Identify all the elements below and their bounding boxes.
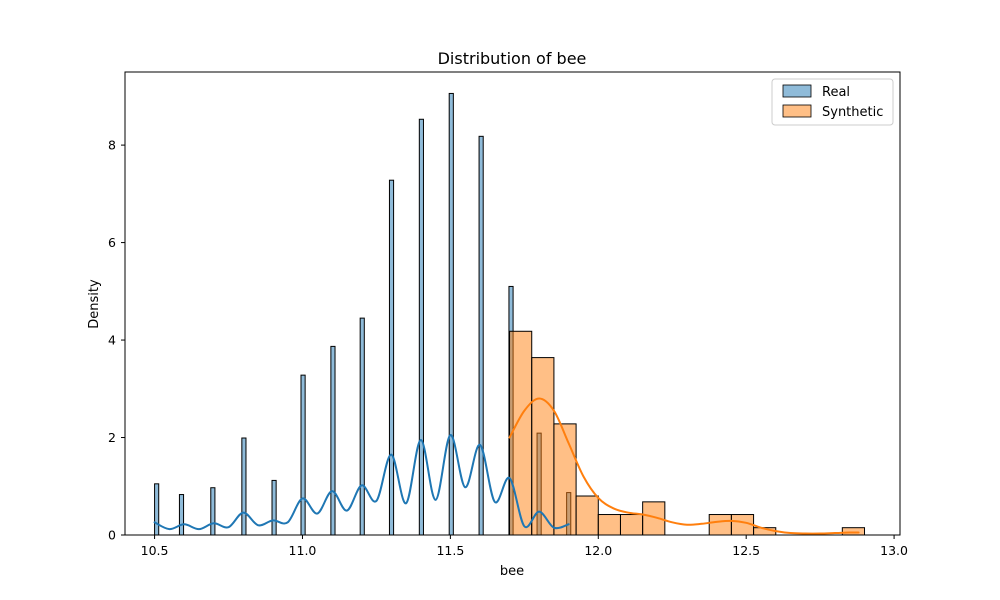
- legend-label-synthetic: Synthetic: [822, 105, 883, 120]
- synthetic-histogram-bar-3: [575, 495, 599, 536]
- real-histogram-bar-1: [178, 494, 185, 536]
- legend-swatch-synthetic: [782, 104, 812, 118]
- real-histogram-bar-5: [300, 374, 306, 536]
- synthetic-histogram-bar-15: [841, 527, 866, 536]
- synthetic-histogram-bar-9: [708, 514, 732, 536]
- real-histogram-bar-11: [478, 135, 484, 536]
- synthetic-kde-line: [508, 397, 860, 535]
- real-histogram-bar-6: [330, 345, 336, 536]
- plot-frame: [124, 71, 901, 536]
- y-tick-label-2: 4: [108, 333, 116, 348]
- legend: Real Synthetic: [771, 78, 894, 126]
- x-tick-label-1: 11.0: [289, 543, 317, 558]
- x-axis: 10.5 11.0 11.5 12.0 12.5 13.0: [141, 535, 908, 558]
- y-tick-label-1: 2: [108, 430, 116, 445]
- x-tick-label-5: 13.0: [880, 543, 908, 558]
- kde-lines-group: [153, 397, 860, 535]
- y-axis-label: Density: [87, 279, 102, 329]
- x-tick-label-3: 12.0: [584, 543, 612, 558]
- real-histogram-bar-0: [154, 483, 160, 536]
- y-tick-label-3: 6: [108, 235, 116, 250]
- x-tick-label-4: 12.5: [732, 543, 760, 558]
- y-tick-label-4: 8: [108, 138, 116, 153]
- x-tick-label-0: 10.5: [141, 543, 169, 558]
- chart-title: Distribution of bee: [438, 49, 587, 68]
- legend-label-real: Real: [822, 85, 850, 100]
- y-tick-label-0: 0: [108, 528, 116, 543]
- x-tick-label-2: 11.5: [436, 543, 464, 558]
- real-histogram-bar-2: [210, 487, 216, 536]
- real-histogram-bar-10: [448, 92, 454, 536]
- real-histogram-bar-8: [388, 179, 395, 536]
- synthetic-histogram-bar-2: [553, 423, 577, 536]
- y-axis: 0 2 4 6 8: [108, 138, 125, 543]
- x-axis-label: bee: [500, 564, 524, 579]
- real-histogram-bar-3: [241, 437, 247, 536]
- synthetic-histogram-bar-4: [597, 514, 621, 536]
- synthetic-histogram-bar-1: [531, 357, 555, 536]
- real-histogram-bar-4: [271, 479, 277, 536]
- legend-swatch-real: [782, 84, 812, 98]
- real-kde-line: [153, 434, 570, 531]
- synthetic-histogram-bar-5: [619, 514, 644, 536]
- real-histogram-bar-9: [418, 118, 424, 536]
- real-histogram-bar-7: [359, 317, 365, 536]
- synthetic-series-group: [509, 330, 866, 536]
